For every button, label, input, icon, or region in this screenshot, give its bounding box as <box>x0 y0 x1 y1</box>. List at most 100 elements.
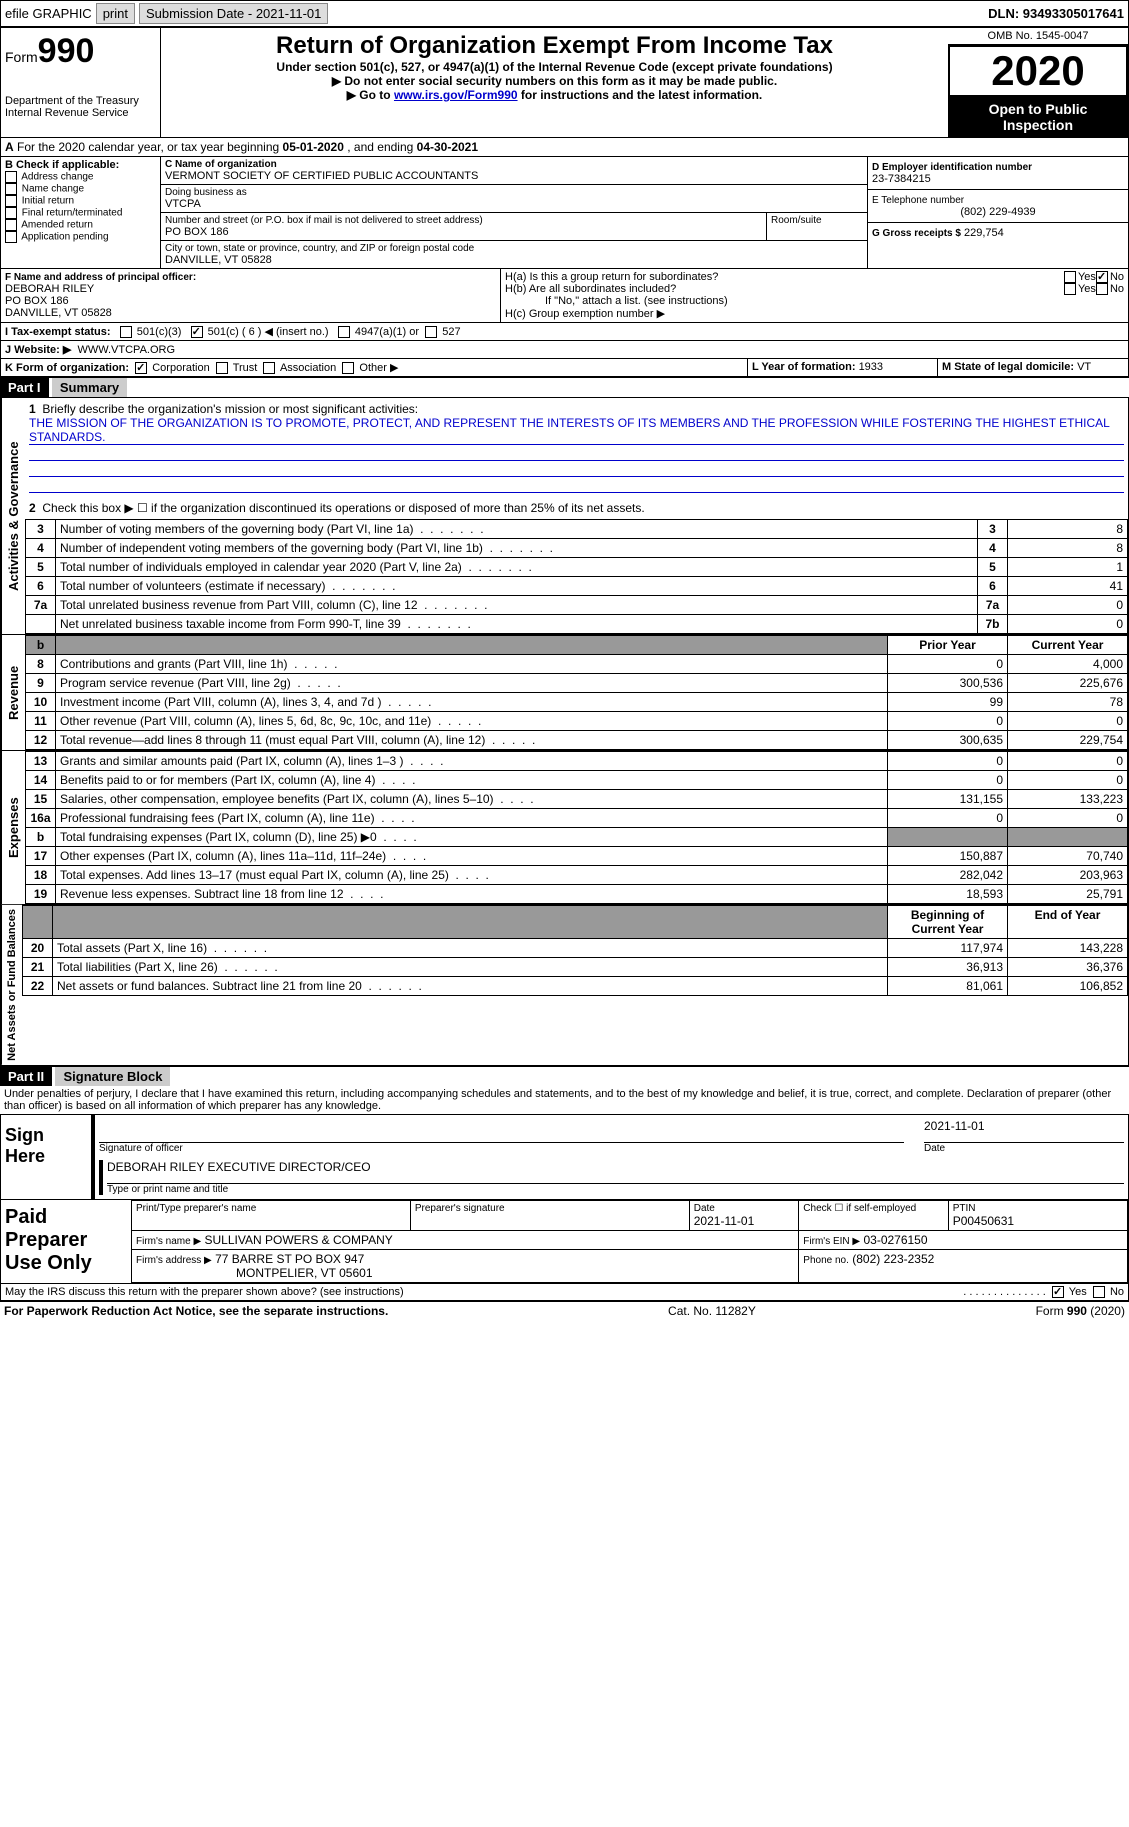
expense-line: bTotal fundraising expenses (Part IX, co… <box>26 828 1128 847</box>
boxb-item[interactable]: Amended return <box>5 219 156 231</box>
website-value: WWW.VTCPA.ORG <box>77 344 175 356</box>
room-label: Room/suite <box>767 213 867 240</box>
form-note2: ▶ Go to www.irs.gov/Form990 for instruct… <box>165 88 944 102</box>
revenue-line: 9Program service revenue (Part VIII, lin… <box>26 674 1128 693</box>
part1-header: Part I <box>0 378 49 397</box>
print-button[interactable]: print <box>96 3 135 24</box>
h-c-label: H(c) Group exemption number ▶ <box>505 307 1124 320</box>
box-j-label: J Website: ▶ <box>5 344 71 356</box>
phone-value: (802) 229-4939 <box>872 206 1124 218</box>
box-f-label: F Name and address of principal officer: <box>5 272 196 283</box>
sig-date-value: 2021-11-01 <box>924 1119 1124 1143</box>
gov-line: Net unrelated business taxable income fr… <box>26 615 1128 634</box>
gov-line: 6Total number of volunteers (estimate if… <box>26 577 1128 596</box>
self-employed-check[interactable]: Check ☐ if self-employed <box>803 1203 943 1214</box>
part2-header: Part II <box>0 1067 52 1086</box>
part1-title: Summary <box>52 378 127 397</box>
section-a-tax-year: A For the 2020 calendar year, or tax yea… <box>0 138 1129 157</box>
box-e-label: E Telephone number <box>872 195 964 206</box>
omb-label: OMB No. 1545-0047 <box>948 28 1128 45</box>
k-assoc-checkbox[interactable] <box>263 362 275 374</box>
box-c-name-label: C Name of organization <box>165 159 863 170</box>
expense-line: 19Revenue less expenses. Subtract line 1… <box>26 885 1128 904</box>
box-k-label: K Form of organization: <box>5 362 129 374</box>
discuss-no-checkbox[interactable] <box>1093 1286 1105 1298</box>
ha-no-checkbox[interactable] <box>1096 271 1108 283</box>
tax-year: 2020 <box>948 45 1128 97</box>
ptin-value: P00450631 <box>953 1214 1123 1228</box>
year-formation: 1933 <box>859 361 883 373</box>
netassets-line: 21Total liabilities (Part X, line 26) . … <box>23 958 1128 977</box>
expense-line: 14Benefits paid to or for members (Part … <box>26 771 1128 790</box>
paid-preparer-label: Paid Preparer Use Only <box>1 1200 131 1283</box>
perjury-declaration: Under penalties of perjury, I declare th… <box>0 1086 1129 1114</box>
officer-street: PO BOX 186 <box>5 295 69 307</box>
pra-notice: For Paperwork Reduction Act Notice, see … <box>4 1304 388 1318</box>
form-ref: Form 990 (2020) <box>1036 1304 1125 1318</box>
officer-city: DANVILLE, VT 05828 <box>5 307 112 319</box>
discuss-yes-checkbox[interactable] <box>1052 1286 1064 1298</box>
ha-yes-checkbox[interactable] <box>1064 271 1076 283</box>
boxb-item[interactable]: Name change <box>5 183 156 195</box>
h-a-label: H(a) Is this a group return for subordin… <box>505 271 1064 283</box>
street-label: Number and street (or P.O. box if mail i… <box>165 215 762 226</box>
revenue-line: 8Contributions and grants (Part VIII, li… <box>26 655 1128 674</box>
revenue-line: 12Total revenue—add lines 8 through 11 (… <box>26 731 1128 750</box>
box-i-label: I Tax-exempt status: <box>5 326 111 338</box>
city-value: DANVILLE, VT 05828 <box>165 254 863 266</box>
gov-line: 7aTotal unrelated business revenue from … <box>26 596 1128 615</box>
prep-date: 2021-11-01 <box>694 1214 795 1228</box>
k-trust-checkbox[interactable] <box>216 362 228 374</box>
501c3-checkbox[interactable] <box>120 326 132 338</box>
boxb-item[interactable]: Initial return <box>5 195 156 207</box>
gov-line: 5Total number of individuals employed in… <box>26 558 1128 577</box>
cat-no: Cat. No. 11282Y <box>668 1304 756 1318</box>
form-note1: ▶ Do not enter social security numbers o… <box>165 74 944 88</box>
expense-line: 13Grants and similar amounts paid (Part … <box>26 752 1128 771</box>
officer-print-name: DEBORAH RILEY EXECUTIVE DIRECTOR/CEO <box>107 1160 1124 1184</box>
sig-date-label: Date <box>924 1143 1124 1154</box>
print-name-label: Type or print name and title <box>107 1184 1124 1195</box>
submission-date-button[interactable]: Submission Date - 2021-11-01 <box>139 3 328 24</box>
dept-label: Department of the Treasury Internal Reve… <box>5 95 156 119</box>
firm-address: 77 BARRE ST PO BOX 947 <box>215 1252 364 1266</box>
public-inspection: Open to Public Inspection <box>948 97 1128 137</box>
org-name: VERMONT SOCIETY OF CERTIFIED PUBLIC ACCO… <box>165 170 863 182</box>
mission-text: THE MISSION OF THE ORGANIZATION IS TO PR… <box>29 416 1124 445</box>
boxb-item[interactable]: Address change <box>5 171 156 183</box>
activities-governance-label: Activities & Governance <box>1 398 25 634</box>
boxb-item[interactable]: Application pending <box>5 231 156 243</box>
mission-question: Briefly describe the organization's miss… <box>42 402 418 416</box>
gross-receipts: 229,754 <box>964 227 1004 239</box>
sig-officer-label: Signature of officer <box>99 1143 904 1154</box>
officer-signature-line[interactable] <box>99 1119 904 1143</box>
top-action-bar: efile GRAPHIC print Submission Date - 20… <box>0 0 1129 27</box>
hb-no-checkbox[interactable] <box>1096 283 1108 295</box>
efile-label: efile GRAPHIC <box>5 6 92 21</box>
state-domicile: VT <box>1077 361 1091 373</box>
officer-name: DEBORAH RILEY <box>5 283 94 295</box>
4947-checkbox[interactable] <box>338 326 350 338</box>
box-d-label: D Employer identification number <box>872 162 1032 173</box>
ein-value: 23-7384215 <box>872 173 931 185</box>
irs-link[interactable]: www.irs.gov/Form990 <box>394 88 518 102</box>
box-b-title: B Check if applicable: <box>5 159 119 171</box>
netassets-line: 22Net assets or fund balances. Subtract … <box>23 977 1128 996</box>
dln-label: DLN: 93493305017641 <box>988 6 1124 21</box>
firm-phone: (802) 223-2352 <box>852 1252 934 1266</box>
k-corp-checkbox[interactable] <box>135 362 147 374</box>
firm-city: MONTPELIER, VT 05601 <box>136 1266 373 1280</box>
revenue-label: Revenue <box>1 635 25 750</box>
dba-value: VTCPA <box>165 198 863 210</box>
k-other-checkbox[interactable] <box>342 362 354 374</box>
firm-name: SULLIVAN POWERS & COMPANY <box>205 1233 393 1247</box>
gov-line: 4Number of independent voting members of… <box>26 539 1128 558</box>
box-g-label: G Gross receipts $ <box>872 228 961 239</box>
h-b-note: If "No," attach a list. (see instruction… <box>505 295 1124 307</box>
boxb-item[interactable]: Final return/terminated <box>5 207 156 219</box>
sign-here-label: Sign Here <box>1 1115 91 1199</box>
501c-checkbox[interactable] <box>191 326 203 338</box>
527-checkbox[interactable] <box>425 326 437 338</box>
hb-yes-checkbox[interactable] <box>1064 283 1076 295</box>
expenses-label: Expenses <box>1 751 25 904</box>
